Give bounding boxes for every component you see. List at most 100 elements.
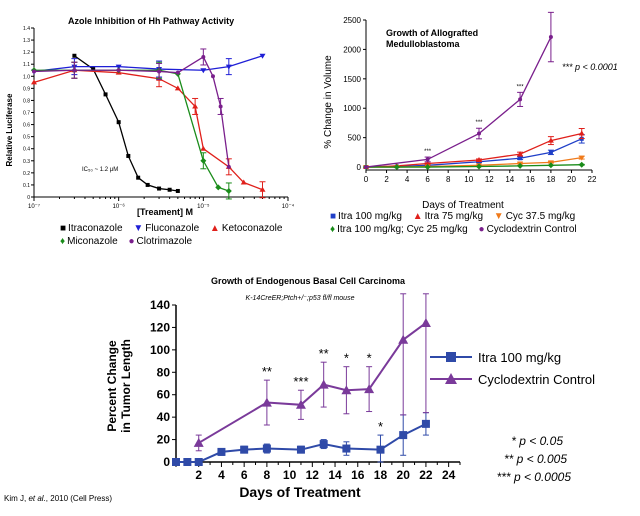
allo-point-cyclodextrin [548, 35, 553, 40]
bcc-xtick-label: 16 [351, 468, 365, 482]
azole-xlabel: [Treament] M [137, 207, 193, 217]
azole-xtick-label: 10⁻⁷ [28, 203, 40, 210]
allo-xtick-label: 18 [546, 175, 555, 184]
bcc-xtick-label: 10 [283, 468, 297, 482]
allo-xtick-label: 6 [425, 175, 430, 184]
azole-point-itraconazole [145, 182, 150, 187]
allo-xtick-label: 4 [405, 175, 410, 184]
bcc-xtick-label: 4 [218, 468, 225, 482]
azole-ytick-label: 1.3 [23, 38, 30, 44]
azole-point-itraconazole [116, 120, 121, 125]
allo-ytick-label: 500 [348, 134, 362, 143]
azole-point-itraconazole [103, 92, 108, 97]
bcc-point-itra [342, 444, 351, 453]
bcc-xtick-label: 2 [195, 468, 202, 482]
citation: Kim J, et al., 2010 (Cell Press) [4, 494, 113, 503]
bcc-star: ** [319, 346, 329, 361]
allo-xtick-label: 10 [464, 175, 473, 184]
bcc-ytick-label: 120 [150, 320, 170, 334]
allo-line-cyclodextrin [365, 36, 552, 168]
azole-ytick-label: 0.6 [23, 123, 30, 129]
azole-ytick-label: 0.1 [23, 183, 30, 189]
bcc-point-itra [296, 445, 305, 454]
allo-point-itra-cyc [517, 162, 524, 169]
allo-xtick-label: 0 [364, 175, 369, 184]
azole-ytick-label: 0.2 [23, 171, 30, 177]
allo-xtick-label: 12 [485, 175, 494, 184]
azole-legend: ■ Itraconazole ▼ Fluconazole ▲ Ketoconazole… [60, 222, 290, 248]
allograft-xlabel: Days of Treatment [422, 200, 504, 211]
allo-point-cyclodextrin [425, 157, 430, 162]
allo-point-cyclodextrin [364, 165, 368, 170]
bcc-point-itra [172, 458, 180, 466]
azole-point-itraconazole [72, 53, 77, 58]
azole-point-miconazole [225, 187, 232, 194]
allo-xtick-label: 16 [526, 175, 535, 184]
bcc-xtick-label: 22 [419, 468, 433, 482]
azole-point-fluconazole [115, 64, 122, 70]
legend-cyclo-label: Cyclodextrin Control [478, 372, 595, 387]
bcc-ytick-label: 100 [150, 343, 170, 357]
bcc-star: ** [262, 364, 272, 379]
azole-plot: 0 0.1 0.2 0.3 0.4 0.5 0.6 0.7 0.8 0.9 1.0 1.1 1.2 1.3… [23, 26, 295, 210]
bcc-subtitle: K-14CreER;Ptch+/⁻;p53 fl/fl mouse [246, 295, 355, 302]
legend-itra-75: ▲ Itra 75 mg/kg [412, 211, 484, 222]
azole-point-itraconazole [167, 187, 172, 192]
bcc-star: * [367, 351, 372, 366]
bcc-point-itra [399, 431, 408, 440]
azole-ytick-label: 0.8 [23, 98, 30, 104]
azole-point-clotrimazole [218, 104, 223, 109]
azole-ylabel: Relative Luciferase [5, 93, 14, 166]
bcc-line-cyclodextrin [198, 322, 427, 444]
allo-point-cyclodextrin [518, 97, 523, 102]
bcc-ytick-label: 60 [157, 388, 171, 402]
bcc-point-itra [262, 444, 271, 453]
allo-star: *** [517, 84, 525, 90]
azole-ytick-label: 0.7 [23, 111, 30, 117]
legend-ketoconazole: ▲ Ketoconazole [209, 223, 283, 234]
azole-point-ketoconazole [31, 79, 37, 85]
legend-itraconazole: ■ Itraconazole [60, 223, 123, 234]
allo-ytick-label: 2000 [343, 45, 361, 54]
azole-point-fluconazole [225, 64, 232, 70]
bcc-star: * [378, 419, 383, 434]
legend-cyc-37: ▼ Cyc 37.5 mg/kg [493, 211, 576, 222]
allograft-chart: 0 500 1000 1500 2000 2500 0 2 4 6 8 10 12 14 16 18 20 22 *… [323, 10, 618, 211]
azole-title: Azole Inhibition of Hh Pathway Activity [68, 16, 234, 26]
azole-point-clotrimazole [32, 69, 36, 74]
bcc-point-itra [421, 419, 430, 428]
azole-xtick-label: 10⁻⁴ [282, 203, 295, 210]
bcc-point-cyclodextrin [318, 379, 329, 389]
azole-point-clotrimazole [72, 68, 77, 73]
allo-xtick-label: 8 [446, 175, 451, 184]
legend-cyclodextrin: ● Cyclodextrin Control [478, 224, 577, 235]
bcc-point-cyclodextrin [261, 397, 272, 407]
bcc-star: *** [293, 374, 308, 389]
allo-point-itra-75 [424, 160, 431, 166]
azole-point-miconazole [200, 157, 207, 164]
azole-point-ketoconazole [200, 145, 207, 151]
azole-annotation: IC₅₀ ~ 1.2 μM [82, 167, 118, 173]
allo-point-itra-cyc [424, 164, 431, 171]
bcc-point-itra [194, 458, 203, 466]
allo-ytick-label: 2500 [343, 16, 361, 25]
azole-ytick-label: 1.1 [23, 62, 30, 68]
azole-line-itraconazole [74, 55, 178, 192]
allograft-title-line1: Growth of Allografted [386, 28, 478, 38]
legend-itra-cyc: ♦ Itra 100 mg/kg; Cyc 25 mg/kg [330, 224, 468, 235]
legend-cyclo-marker [445, 373, 457, 384]
allograft-plot: 0 500 1000 1500 2000 2500 0 2 4 6 8 10 12 14 16 18 20 22 *… [343, 10, 597, 184]
azole-point-clotrimazole [210, 74, 215, 79]
bcc-point-itra [217, 447, 226, 456]
bcc-ytick-label: 20 [157, 433, 171, 447]
bcc-point-cyclodextrin [420, 317, 431, 327]
azole-point-clotrimazole [116, 68, 121, 73]
azole-point-itraconazole [91, 67, 96, 72]
allograft-title-line2: Medulloblastoma [386, 39, 461, 49]
legend-fluconazole: ▼ Fluconazole [133, 223, 200, 234]
bcc-xtick-label: 24 [442, 468, 456, 482]
bcc-xtick-label: 12 [306, 468, 320, 482]
bcc-chart: Growth of Endogenous Basal Cell Carcinom… [105, 276, 595, 500]
azole-point-ketoconazole [259, 186, 266, 192]
